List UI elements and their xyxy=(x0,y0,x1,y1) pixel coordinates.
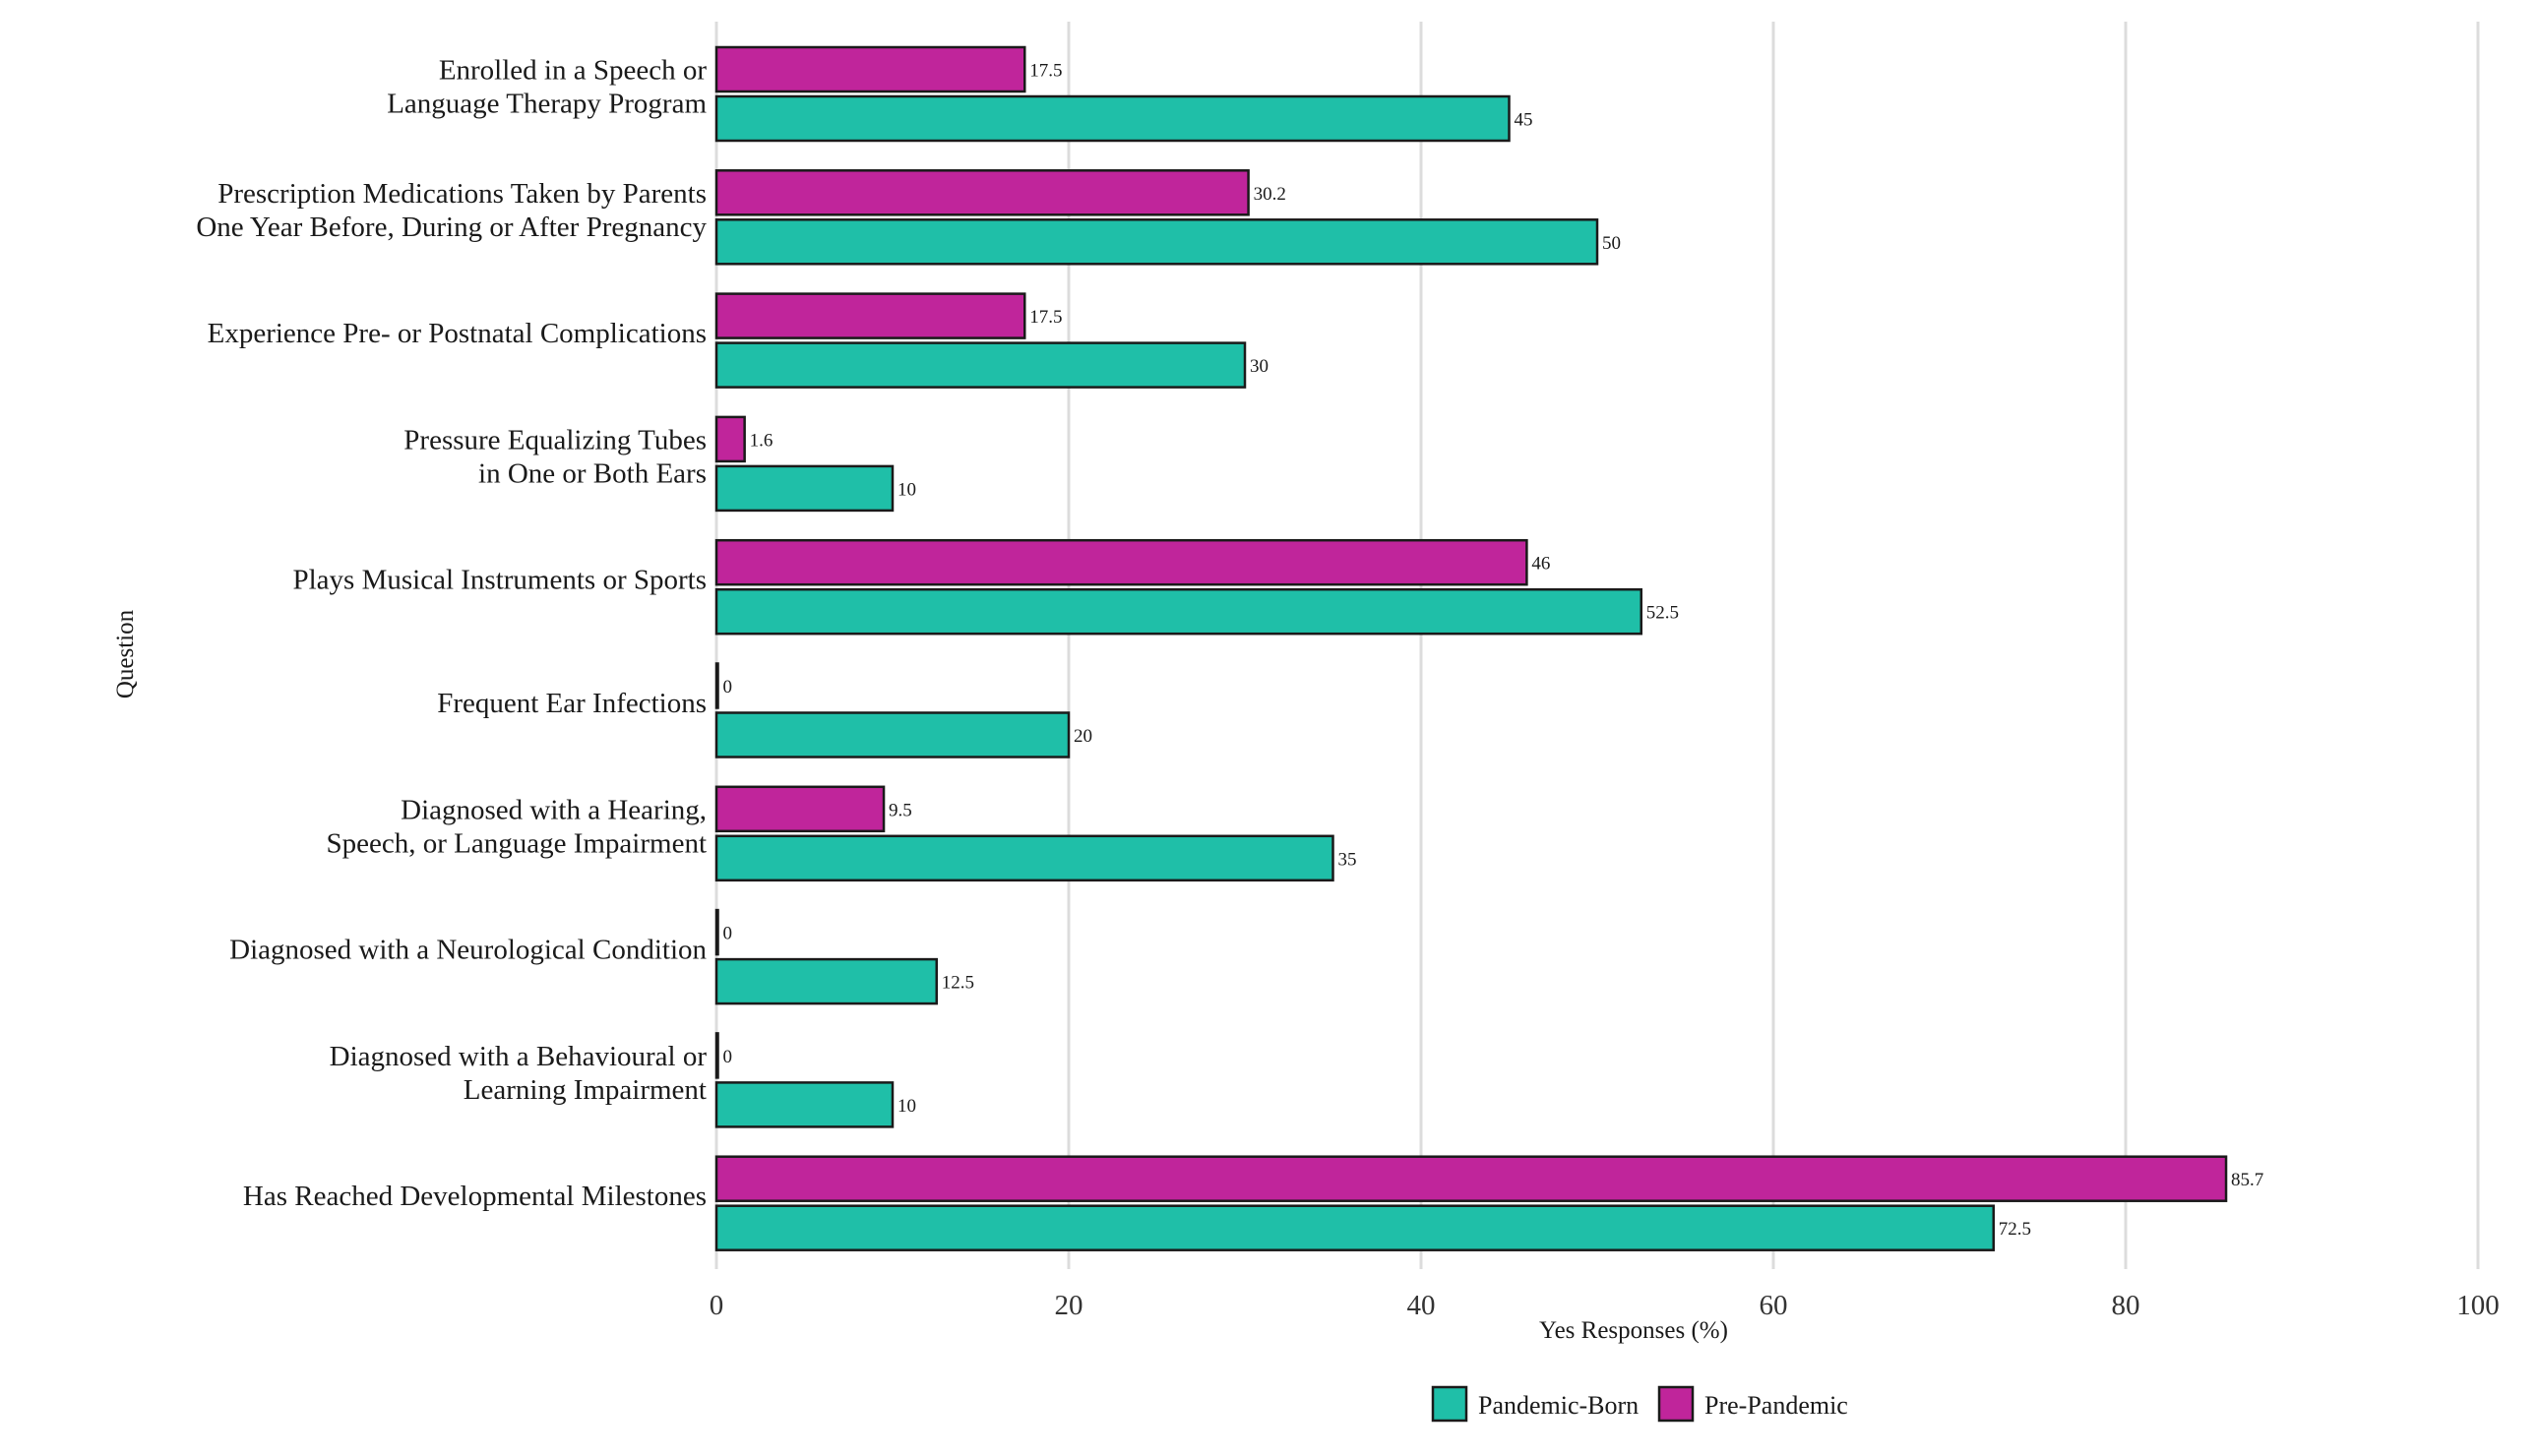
data-label-pandemic-born: 12.5 xyxy=(942,973,974,994)
data-label-pandemic-born: 72.5 xyxy=(1999,1219,2031,1240)
x-tick-label: 100 xyxy=(2456,1290,2500,1321)
x-tick-label: 40 xyxy=(1407,1290,1436,1321)
x-axis-title: Yes Responses (%) xyxy=(1539,1317,1728,1344)
x-tick-label: 60 xyxy=(1760,1290,1788,1321)
bar-pandemic-born xyxy=(714,218,1599,266)
bar-pandemic-born xyxy=(714,1204,1995,1251)
data-label-pandemic-born: 35 xyxy=(1338,849,1357,870)
x-tick-label: 0 xyxy=(710,1290,724,1321)
category-label: Has Reached Developmental Milestones xyxy=(243,1181,707,1212)
category-label: Diagnosed with a Neurological Condition xyxy=(229,935,707,966)
bar-pandemic-born xyxy=(714,711,1071,758)
data-label-pandemic-born: 52.5 xyxy=(1646,603,1679,624)
data-label-pre-pandemic: 9.5 xyxy=(889,800,912,820)
category-label: Frequent Ear Infections xyxy=(437,688,707,719)
category-label: Diagnosed with a Hearing, Speech, or Lang… xyxy=(326,794,707,859)
category-label: Enrolled in a Speech or Language Therapy … xyxy=(387,55,707,120)
bar-pre-pandemic xyxy=(714,415,746,463)
bar-pre-pandemic xyxy=(714,662,719,709)
data-label-pre-pandemic: 0 xyxy=(723,677,733,698)
bar-pre-pandemic xyxy=(714,169,1250,216)
bar-pandemic-born xyxy=(714,587,1642,636)
bar-pre-pandemic xyxy=(714,292,1026,339)
data-label-pre-pandemic: 17.5 xyxy=(1029,307,1062,328)
bar-pre-pandemic xyxy=(714,1155,2228,1202)
data-label-pandemic-born: 30 xyxy=(1250,356,1269,377)
legend-swatch-pandemic-born xyxy=(1431,1385,1468,1423)
x-tick-labels: 0 20 40 60 80 100 xyxy=(710,1290,2500,1321)
data-label-pre-pandemic: 0 xyxy=(723,1047,733,1067)
data-label-pandemic-born: 50 xyxy=(1602,233,1621,254)
data-label-pandemic-born: 45 xyxy=(1515,110,1533,131)
bar-pre-pandemic xyxy=(714,785,886,833)
bar-pandemic-born xyxy=(714,341,1247,389)
bar-pandemic-born xyxy=(714,957,938,1005)
bar-pandemic-born xyxy=(714,464,895,513)
legend-label-pre-pandemic: Pre-Pandemic xyxy=(1704,1391,1848,1420)
legend-swatch-pre-pandemic xyxy=(1657,1385,1695,1423)
y-axis-title: Question xyxy=(112,609,139,698)
category-label: Prescription Medications Taken by Parent… xyxy=(196,178,707,243)
bar-pandemic-born xyxy=(714,834,1334,882)
category-label: Plays Musical Instruments or Sports xyxy=(293,565,708,596)
category-label: Experience Pre- or Postnatal Complicatio… xyxy=(208,318,707,349)
x-tick-label: 20 xyxy=(1055,1290,1083,1321)
data-label-pandemic-born: 10 xyxy=(898,1096,916,1117)
bar-pre-pandemic xyxy=(714,45,1026,93)
category-labels: Enrolled in a Speech or Language Therapy … xyxy=(196,55,707,1213)
bar-pre-pandemic xyxy=(714,538,1528,586)
category-label: Diagnosed with a Behavioural or Learning … xyxy=(330,1041,708,1106)
legend: Pandemic-Born Pre-Pandemic xyxy=(1431,1385,1848,1423)
bar-pre-pandemic xyxy=(714,908,719,956)
bars xyxy=(714,45,2228,1251)
bar-pre-pandemic xyxy=(714,1032,719,1079)
bar-pandemic-born xyxy=(714,1081,895,1128)
category-label: Pressure Equalizing Tubes in One or Both … xyxy=(403,424,707,489)
data-label-pre-pandemic: 85.7 xyxy=(2231,1170,2263,1190)
data-label-pre-pandemic: 17.5 xyxy=(1029,61,1062,82)
data-label-pandemic-born: 10 xyxy=(898,479,916,500)
data-label-pandemic-born: 20 xyxy=(1074,726,1092,747)
x-tick-label: 80 xyxy=(2112,1290,2140,1321)
data-label-pre-pandemic: 30.2 xyxy=(1254,184,1286,205)
bar-pandemic-born xyxy=(714,94,1511,143)
data-label-pre-pandemic: 0 xyxy=(723,924,733,944)
legend-label-pandemic-born: Pandemic-Born xyxy=(1478,1391,1639,1420)
data-labels: 17.5 45 30.2 50 17.5 30 1.6 10 46 52.5 0 20 9.5 35 0 12… xyxy=(723,61,2264,1241)
data-label-pre-pandemic: 1.6 xyxy=(750,430,774,451)
data-label-pre-pandemic: 46 xyxy=(1531,554,1550,575)
